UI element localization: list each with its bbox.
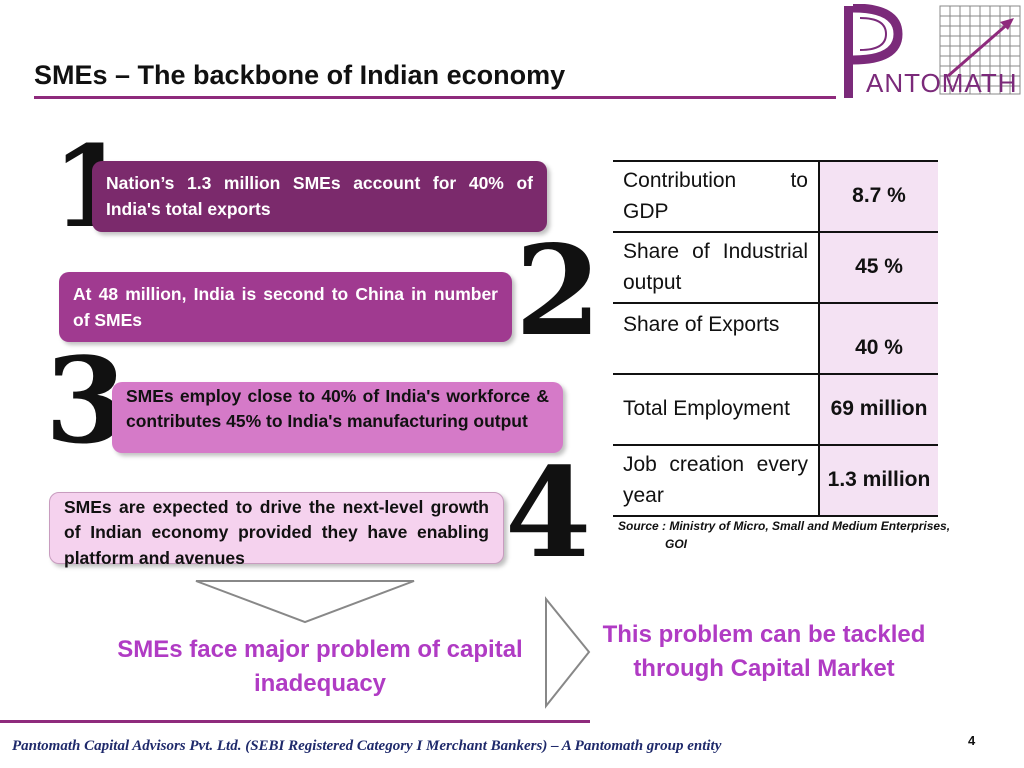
row-label: Contribution to GDP <box>613 160 819 233</box>
footer-divider <box>0 720 590 723</box>
logo-text: ANTOMATH <box>866 68 1018 98</box>
row-value: 69 million <box>818 374 938 446</box>
source-note: Source : Ministry of Micro, Small and Me… <box>618 517 978 553</box>
row-label: Share of Industrial output <box>613 232 819 304</box>
point-box-3: SMEs employ close to 40% of India's work… <box>112 382 563 453</box>
sme-stats-table: Contribution to GDP 8.7 % Share of Indus… <box>613 160 938 517</box>
point-number-2: 2 <box>515 219 602 364</box>
table-row: Total Employment 69 million <box>613 374 938 446</box>
point-box-4: SMEs are expected to drive the next-leve… <box>49 492 504 568</box>
point-box-1: Nation’s 1.3 million SMEs account for 40… <box>92 161 547 232</box>
title-underline <box>34 96 836 99</box>
conclusion-solution: This problem can be tackled through Capi… <box>602 621 926 682</box>
footer-text: Pantomath Capital Advisors Pvt. Ltd. (SE… <box>12 738 722 754</box>
point-number-4: 4 <box>505 441 592 586</box>
table-row: Job creation every year 1.3 million <box>613 445 938 517</box>
row-value: 1.3 million <box>818 445 938 517</box>
pantomath-logo: ANTOMATH <box>838 3 1024 100</box>
row-value: 45 % <box>818 232 938 304</box>
down-arrow-icon <box>195 580 415 624</box>
row-label: Share of Exports <box>613 303 819 375</box>
table-row: Contribution to GDP 8.7 % <box>613 160 938 233</box>
source-line-2: GOI <box>665 537 688 551</box>
logo-mark-icon <box>844 3 1021 98</box>
row-label: Total Employment <box>613 374 819 446</box>
table-row: Share of Exports 40 % <box>613 303 938 375</box>
page-number: 4 <box>968 733 976 748</box>
row-value: 40 % <box>818 303 938 375</box>
table-row: Share of Industrial output 45 % <box>613 232 938 304</box>
point-box-2: At 48 million, India is second to China … <box>59 272 512 342</box>
source-line-1: Source : Ministry of Micro, Small and Me… <box>618 519 951 533</box>
row-label: Job creation every year <box>613 445 819 517</box>
conclusion-problem: SMEs face major problem of capital inade… <box>117 636 523 697</box>
row-value: 8.7 % <box>818 160 938 233</box>
right-arrow-icon <box>545 596 591 709</box>
slide-title: SMEs – The backbone of Indian economy <box>34 60 566 90</box>
